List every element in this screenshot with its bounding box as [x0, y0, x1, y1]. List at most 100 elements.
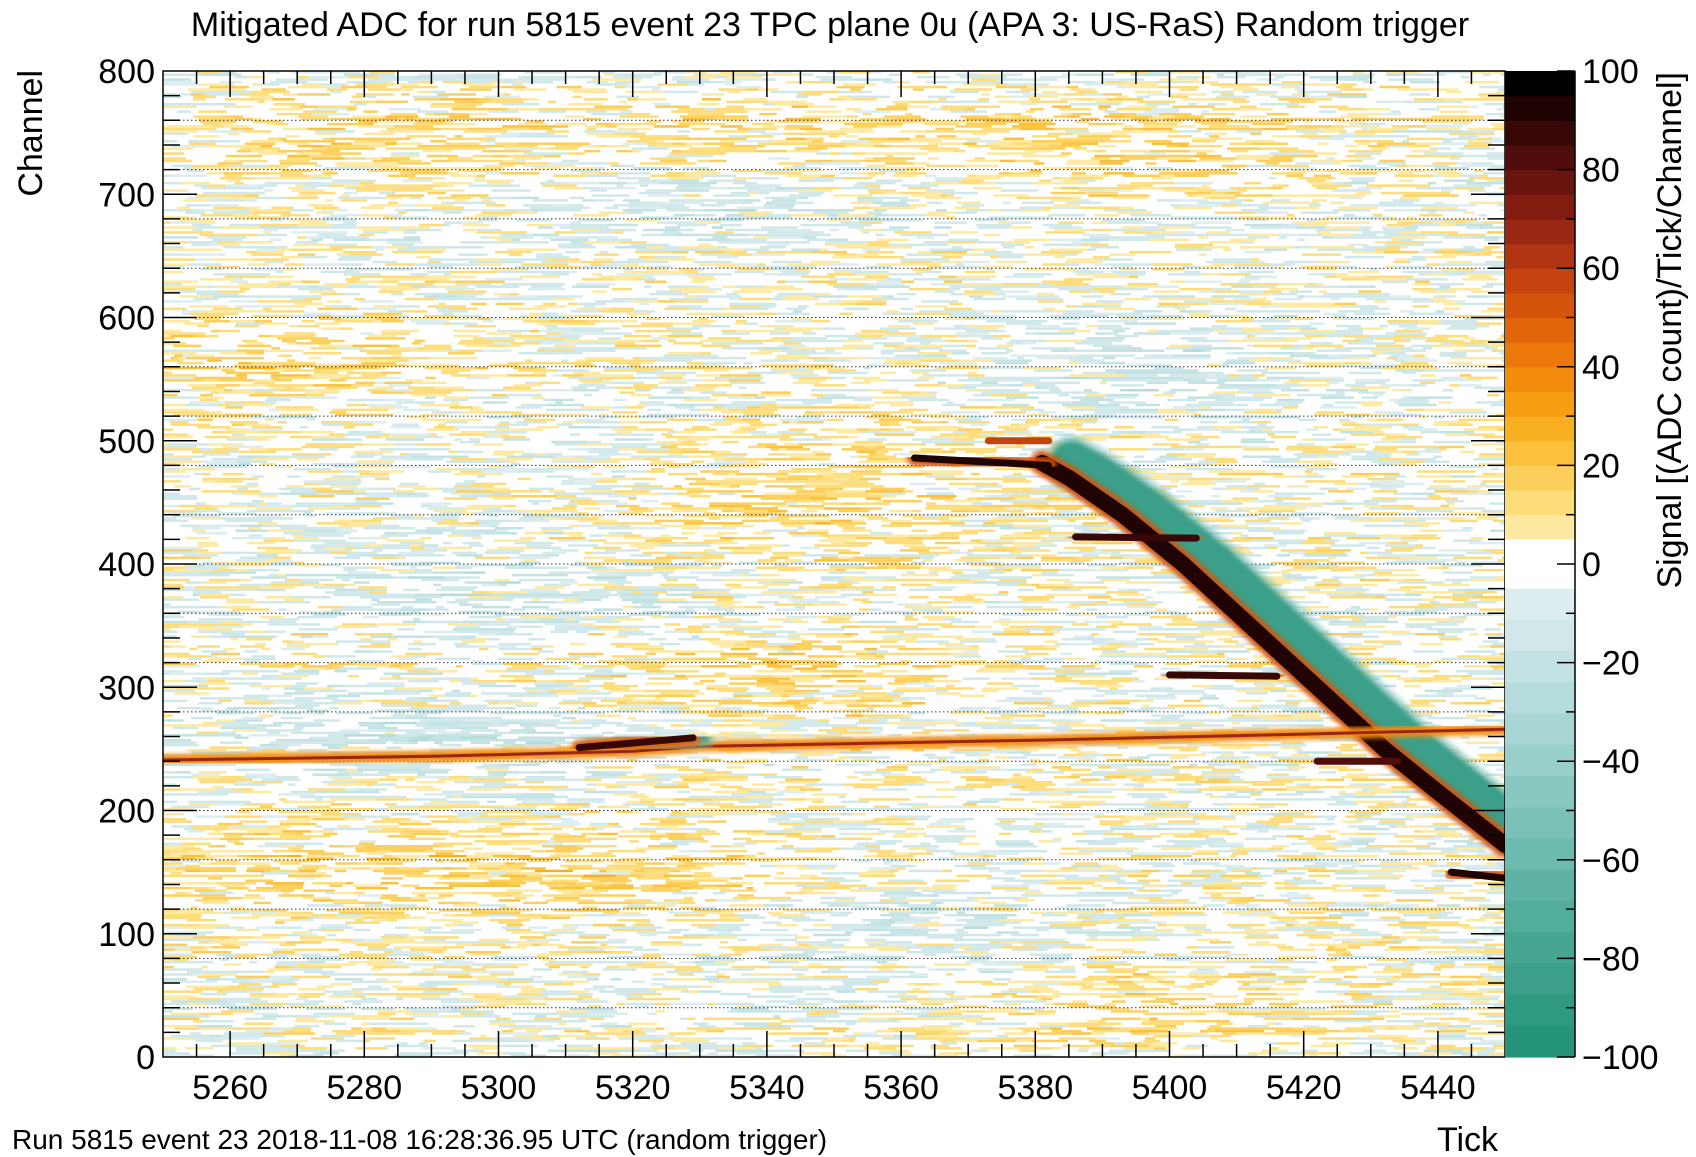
heatmap-cell — [355, 1047, 388, 1050]
heatmap-cell — [1474, 1037, 1484, 1040]
heatmap-cell — [193, 1020, 203, 1023]
heatmap-cell — [1018, 707, 1034, 710]
heatmap-cell — [1149, 1017, 1158, 1021]
heatmap-cell — [1492, 1044, 1505, 1048]
heatmap-cell — [1149, 810, 1190, 813]
heatmap-cell — [338, 953, 378, 956]
heatmap-cell — [1236, 1032, 1264, 1035]
heatmap-cell — [611, 655, 648, 658]
heatmap-cell — [1066, 931, 1102, 934]
heatmap-cell — [713, 709, 732, 712]
heatmap-cell — [896, 926, 929, 929]
heatmap-cell — [903, 919, 930, 922]
heatmap-cell — [839, 751, 858, 754]
heatmap-cell — [163, 997, 188, 1001]
heatmap-cell — [651, 941, 683, 944]
heatmap-cell — [846, 704, 880, 707]
heatmap-cell — [163, 933, 175, 937]
heatmap-cell — [253, 901, 272, 905]
heatmap-cell — [1369, 849, 1408, 853]
heatmap-cell — [979, 849, 1001, 853]
heatmap-cell — [1457, 684, 1479, 688]
heatmap-cell — [345, 788, 357, 791]
heatmap-cell — [163, 990, 203, 993]
heatmap-cell — [552, 788, 587, 791]
heatmap-cell — [509, 679, 537, 683]
heatmap-cell — [1189, 975, 1224, 979]
heatmap-cell — [933, 1010, 967, 1013]
heatmap-cell — [1291, 714, 1321, 717]
heatmap-cell — [163, 965, 174, 969]
heatmap-cell — [889, 1017, 916, 1021]
heatmap-cell — [767, 662, 778, 666]
heatmap-cell — [655, 963, 674, 966]
heatmap-cell — [615, 874, 643, 878]
heatmap-cell — [503, 652, 540, 656]
heatmap-cell — [742, 714, 773, 717]
heatmap-cell — [897, 803, 929, 806]
heatmap-cell — [804, 783, 845, 786]
heatmap-cell — [1174, 842, 1214, 845]
heatmap-cell — [1453, 694, 1478, 698]
heatmap-cell — [249, 960, 257, 964]
heatmap-cell — [1272, 845, 1289, 848]
heatmap-cell — [1168, 790, 1179, 794]
heatmap-cell — [489, 973, 514, 976]
heatmap-cell — [700, 719, 724, 722]
heatmap-cell — [312, 817, 345, 821]
heatmap-cell — [498, 647, 532, 651]
heatmap-cell — [363, 825, 399, 828]
heatmap-cell — [195, 1039, 223, 1043]
heatmap-cell — [716, 968, 735, 971]
heatmap-cell — [1426, 1047, 1441, 1050]
heatmap-cell — [329, 1015, 367, 1018]
heatmap-cell — [506, 978, 534, 981]
heatmap-cell — [1330, 1005, 1370, 1008]
heatmap-cell — [1363, 997, 1394, 1001]
heatmap-cell — [773, 1015, 781, 1018]
heatmap-cell — [239, 820, 268, 823]
heatmap-cell — [887, 879, 895, 882]
heatmap-cell — [532, 647, 543, 651]
heatmap-cell — [806, 798, 824, 801]
heatmap-cell — [673, 798, 713, 801]
heatmap-cell — [1062, 672, 1100, 675]
heatmap-cell — [343, 845, 364, 848]
heatmap-cell — [578, 936, 607, 939]
heatmap-cell — [245, 1029, 284, 1033]
heatmap-cell — [663, 899, 694, 902]
heatmap-cell — [645, 670, 664, 673]
heatmap-cell — [691, 788, 711, 791]
heatmap-cell — [577, 859, 593, 863]
heatmap-cell — [923, 684, 936, 688]
heatmap-cell — [1267, 859, 1291, 863]
heatmap-cell — [1338, 790, 1347, 794]
heatmap-cell — [1231, 726, 1268, 730]
heatmap-cell — [788, 1049, 804, 1053]
heatmap-cell — [1244, 1010, 1271, 1013]
heatmap-cell — [509, 906, 518, 910]
heatmap-cell — [276, 992, 303, 996]
heatmap-cell — [1482, 650, 1496, 653]
heatmap-cell — [747, 761, 761, 764]
heatmap-cell — [163, 788, 181, 791]
heatmap-cell — [737, 857, 766, 860]
heatmap-cell — [288, 783, 296, 786]
heatmap-cell — [645, 926, 663, 929]
heatmap-cell — [1278, 1005, 1292, 1008]
heatmap-cell — [1207, 711, 1222, 715]
heatmap-cell — [893, 1034, 918, 1038]
heatmap-cell — [163, 743, 199, 747]
heatmap-cell — [1077, 891, 1095, 895]
heatmap-cell — [1099, 655, 1138, 658]
heatmap-cell — [1131, 837, 1153, 841]
heatmap-cell — [1500, 734, 1505, 737]
heatmap-cell — [271, 1049, 286, 1053]
heatmap-cell — [786, 785, 804, 789]
heatmap-cell — [280, 889, 295, 892]
heatmap-cell — [1261, 716, 1290, 720]
heatmap-cell — [1190, 970, 1219, 974]
heatmap-cell — [1052, 992, 1070, 996]
heatmap-cell — [1433, 968, 1442, 971]
heatmap-cell — [682, 778, 707, 781]
